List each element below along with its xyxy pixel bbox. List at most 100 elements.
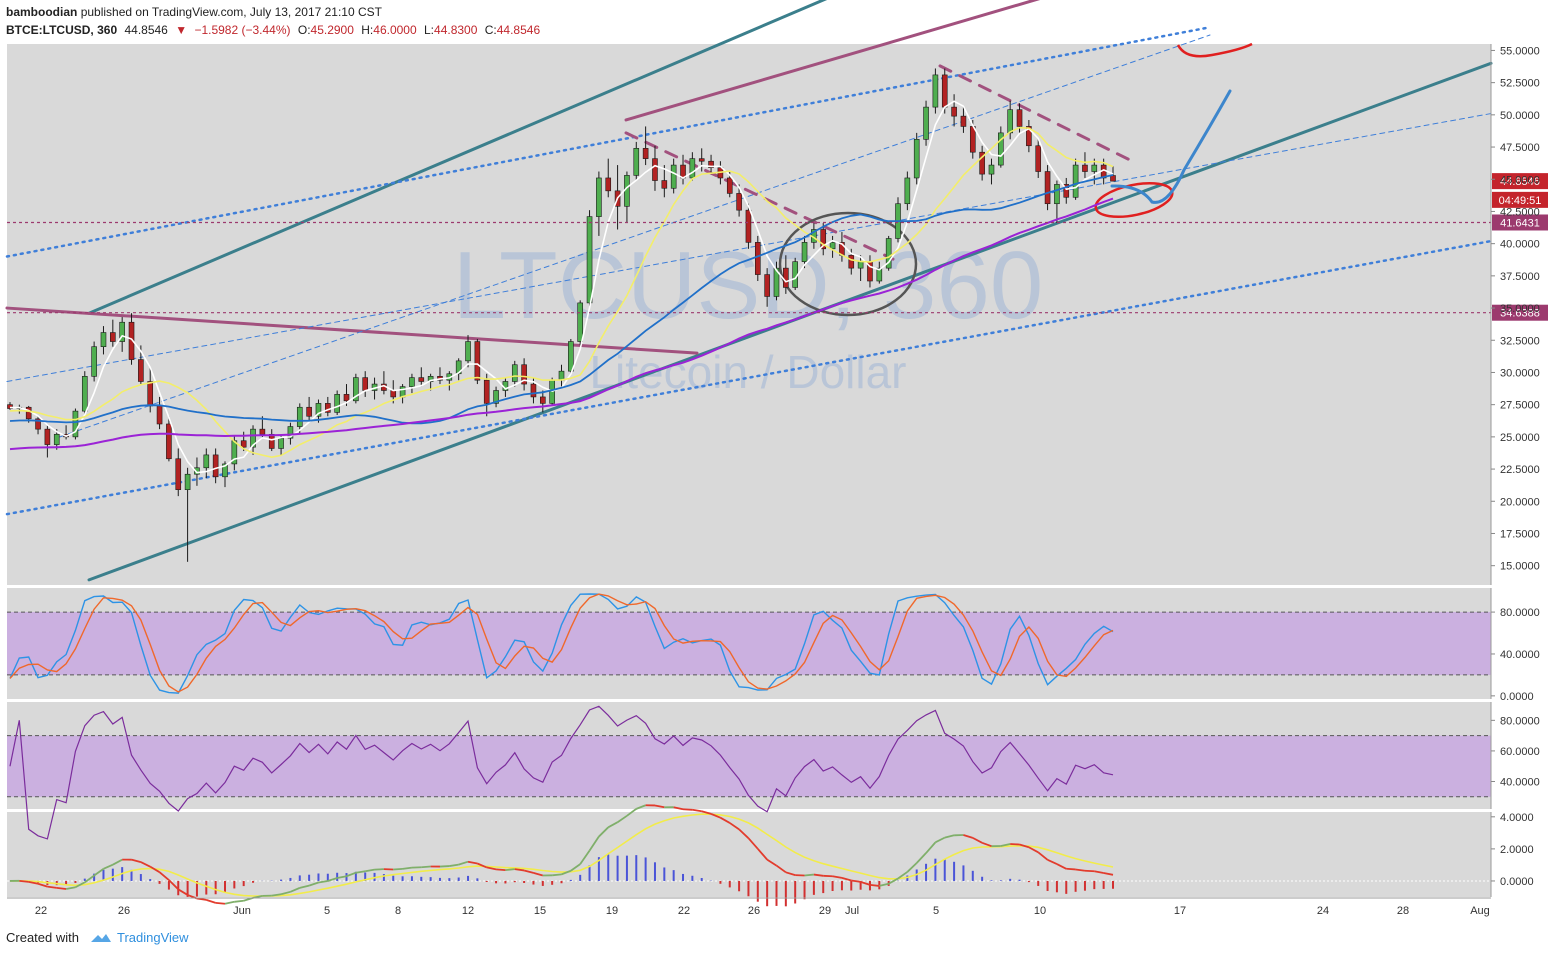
macd-line-seg (103, 863, 114, 870)
candle-body (848, 254, 855, 269)
macd-line-seg (1028, 846, 1039, 854)
candle-body (44, 428, 51, 445)
price-y-tick-label: 15.0000 (1500, 561, 1540, 573)
macd-line-seg (981, 841, 992, 848)
candle-body (7, 404, 13, 409)
price-label-1: 04:49:51 (1499, 195, 1542, 207)
macd-line-seg (1010, 843, 1020, 846)
candle-body (72, 410, 79, 438)
candle-body (904, 177, 911, 205)
x-tick-label: 28 (1397, 905, 1409, 917)
macd-line-seg (514, 868, 525, 872)
macd-line-seg (607, 821, 619, 829)
macd-line-seg (158, 871, 170, 881)
candle-body (212, 454, 219, 478)
last-price: 44.8546 (124, 23, 168, 37)
macd-line-seg (149, 865, 161, 873)
candle-body (773, 267, 780, 297)
tradingview-link[interactable]: TradingView (116, 930, 189, 945)
candle-body (1091, 164, 1098, 172)
macd-line-seg (196, 897, 207, 901)
change-value: −1.5982 (−3.44%) (194, 23, 291, 37)
low-label: L: (424, 23, 435, 37)
chart-svg[interactable]: LTCUSD, 360 Litecoin / Dollar 41.6431 34.… (0, 0, 1555, 930)
candle-body (25, 406, 32, 420)
macd-line-seg (271, 893, 282, 897)
rsi-y-tick-label: 40.0000 (1500, 776, 1540, 788)
x-tick-label: 29 (819, 905, 831, 917)
macd-line-seg (280, 890, 291, 896)
footer: Created with TradingView (6, 930, 189, 945)
dashed-inner-line (59, 34, 1211, 438)
stoch-k-line (9, 593, 1114, 694)
candle-body (1044, 171, 1051, 205)
macd-line-seg (523, 869, 534, 874)
candle-body (754, 242, 761, 275)
price-y-tick-label: 22.5000 (1500, 464, 1540, 476)
stoch-d-line (9, 593, 1114, 693)
candle-body (1016, 109, 1023, 127)
x-tick-label: 12 (462, 905, 474, 917)
channel-upper-line (87, 0, 828, 315)
macd-line-seg (869, 883, 880, 887)
macd-line-seg (673, 806, 684, 811)
candle-body (1063, 184, 1070, 198)
close-label: C: (484, 23, 497, 37)
candle-body (296, 406, 303, 427)
x-tick-label: 22 (678, 905, 690, 917)
band-fill (7, 612, 1491, 675)
level-label-0: 41.6431 (1500, 217, 1540, 229)
candle-body (913, 139, 920, 179)
x-tick-label: Jun (233, 905, 251, 917)
macd-line-seg (1103, 872, 1114, 876)
target-ellipse-top (1176, 42, 1253, 58)
rising-resistance-line (624, 0, 1041, 122)
publish-info: bamboodian published on TradingView.com,… (6, 5, 382, 19)
candle-body (540, 396, 546, 404)
macd-line-seg (318, 880, 328, 884)
candle-body (278, 437, 284, 449)
candle-body (81, 376, 88, 412)
macd-line-seg (1037, 851, 1049, 861)
macd-line-seg (757, 848, 768, 861)
candle-body (1054, 184, 1060, 205)
candle-body (1072, 164, 1079, 198)
price-y-tick-label: 42.5000 (1500, 206, 1540, 218)
macd-line-seg (1047, 858, 1058, 865)
dotted-upper-line (5, 26, 1212, 258)
candle-body (969, 126, 976, 153)
macd-line-seg (28, 881, 39, 885)
candle-body (1007, 109, 1013, 134)
tradingview-logo-icon (90, 933, 111, 942)
symbol-label: BTCE:LTCUSD, 360 (6, 23, 118, 37)
macd-line-seg (916, 852, 927, 864)
x-tick-label: 26 (748, 905, 760, 917)
macd-line-seg (888, 877, 899, 885)
macd-line-seg (234, 899, 244, 903)
price-drawings (5, 0, 1493, 582)
x-tick-label: 5 (324, 905, 330, 917)
candle-body (689, 158, 696, 179)
candle-body (35, 418, 41, 430)
candle-body (960, 115, 967, 127)
candle-body (998, 132, 1004, 166)
macd-line-seg (467, 860, 478, 865)
macd-line-seg (588, 836, 600, 852)
price-label-bg-0 (1492, 173, 1548, 190)
candle-body (362, 377, 369, 391)
x-tick-label: Aug (1470, 905, 1490, 917)
macd-line-seg (449, 863, 459, 867)
candle-body (1082, 164, 1088, 172)
x-tick-label: 15 (534, 905, 546, 917)
ma-mid-yellow (9, 126, 1114, 459)
price-y-tick-label: 35.0000 (1500, 303, 1540, 315)
macd-line-seg (224, 900, 235, 905)
macd-line-seg (561, 869, 572, 876)
author-name[interactable]: bamboodian (6, 5, 78, 19)
macd-line-seg (841, 876, 852, 882)
candle-body (259, 428, 266, 435)
candle-body (194, 467, 200, 475)
high-value: 46.0000 (373, 23, 417, 37)
macd-line-seg (1094, 870, 1104, 874)
candle-body (829, 242, 836, 250)
